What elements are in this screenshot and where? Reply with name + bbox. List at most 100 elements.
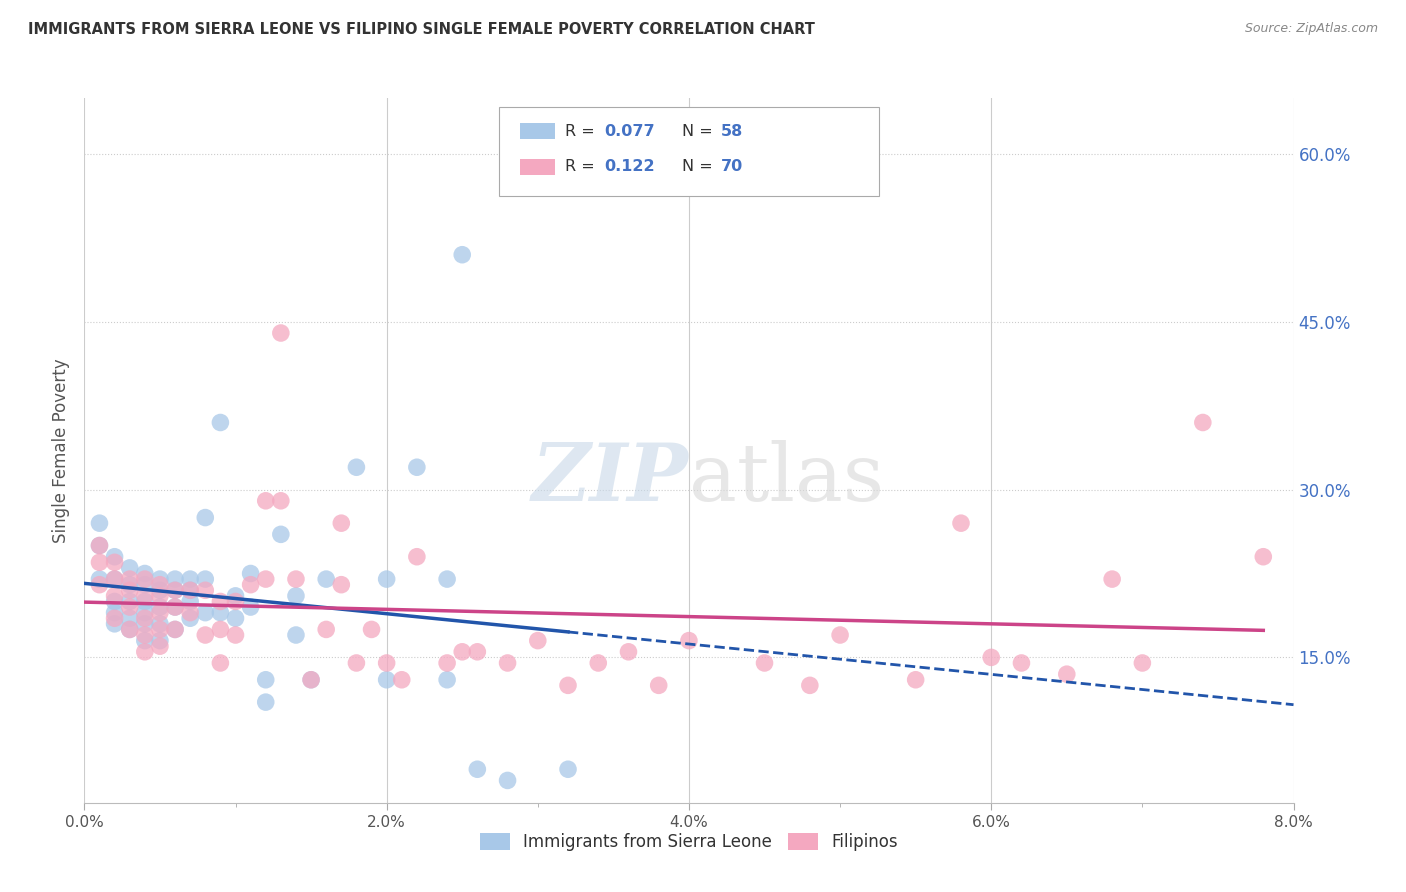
Text: 0.122: 0.122 xyxy=(605,160,655,174)
Point xyxy=(436,572,458,586)
Text: 70: 70 xyxy=(721,160,744,174)
Point xyxy=(118,577,141,591)
Point xyxy=(104,594,127,608)
Point xyxy=(1132,656,1154,670)
Point xyxy=(315,623,337,637)
Point xyxy=(149,616,172,631)
Point xyxy=(588,656,610,670)
Point xyxy=(391,673,413,687)
Point xyxy=(799,678,821,692)
Point xyxy=(648,678,671,692)
Point xyxy=(315,572,337,586)
Point xyxy=(118,600,141,615)
Point xyxy=(179,611,201,625)
Point xyxy=(239,577,262,591)
Point xyxy=(149,639,172,653)
Point xyxy=(451,645,474,659)
Point xyxy=(179,572,201,586)
Point xyxy=(149,572,172,586)
Point xyxy=(1253,549,1275,564)
Point xyxy=(89,539,111,553)
Point xyxy=(134,611,156,625)
Point xyxy=(149,606,172,620)
Point xyxy=(830,628,852,642)
Point xyxy=(254,695,277,709)
Point xyxy=(360,623,382,637)
Point xyxy=(134,594,156,608)
Point xyxy=(904,673,927,687)
Point xyxy=(209,594,232,608)
Point xyxy=(134,616,156,631)
Point xyxy=(375,656,398,670)
Point xyxy=(179,606,201,620)
Point xyxy=(406,460,429,475)
Point xyxy=(617,645,640,659)
Point xyxy=(118,583,141,598)
Point xyxy=(330,516,353,531)
Point xyxy=(527,633,550,648)
Text: atlas: atlas xyxy=(689,440,884,517)
Point xyxy=(89,572,111,586)
Point xyxy=(254,572,277,586)
Point xyxy=(194,510,217,524)
Point xyxy=(179,594,201,608)
Text: ZIP: ZIP xyxy=(531,440,689,517)
Point xyxy=(285,628,308,642)
Text: N =: N = xyxy=(682,124,718,138)
Point xyxy=(299,673,322,687)
Point xyxy=(149,633,172,648)
Text: Source: ZipAtlas.com: Source: ZipAtlas.com xyxy=(1244,22,1378,36)
Point xyxy=(165,623,187,637)
Point xyxy=(104,616,127,631)
Point xyxy=(134,572,156,586)
Point xyxy=(209,623,232,637)
Point xyxy=(375,673,398,687)
Point xyxy=(149,583,172,598)
Point xyxy=(557,678,579,692)
Point xyxy=(89,577,111,591)
Point xyxy=(225,611,247,625)
Point xyxy=(118,623,141,637)
Text: R =: R = xyxy=(565,160,605,174)
Y-axis label: Single Female Poverty: Single Female Poverty xyxy=(52,359,70,542)
Point xyxy=(165,600,187,615)
Point xyxy=(104,572,127,586)
Point xyxy=(104,572,127,586)
Point xyxy=(1192,416,1215,430)
Point xyxy=(149,589,172,603)
Point xyxy=(104,555,127,569)
Point xyxy=(104,611,127,625)
Point xyxy=(254,493,277,508)
Text: 0.077: 0.077 xyxy=(605,124,655,138)
Point xyxy=(254,673,277,687)
Point xyxy=(406,549,429,564)
Text: R =: R = xyxy=(565,124,600,138)
Point xyxy=(165,600,187,615)
Point xyxy=(270,326,292,340)
Point xyxy=(375,572,398,586)
Point xyxy=(104,589,127,603)
Point xyxy=(209,606,232,620)
Point xyxy=(451,248,474,262)
Point xyxy=(149,600,172,615)
Point xyxy=(179,583,201,598)
Point xyxy=(194,572,217,586)
Legend: Immigrants from Sierra Leone, Filipinos: Immigrants from Sierra Leone, Filipinos xyxy=(472,826,905,858)
Point xyxy=(89,555,111,569)
Point xyxy=(118,561,141,575)
Point xyxy=(149,577,172,591)
Point xyxy=(194,583,217,598)
Point xyxy=(678,633,700,648)
Point xyxy=(270,493,292,508)
Point xyxy=(239,566,262,581)
Point xyxy=(134,633,156,648)
Point xyxy=(194,628,217,642)
Point xyxy=(950,516,973,531)
Point xyxy=(1011,656,1033,670)
Point xyxy=(346,656,368,670)
Point xyxy=(118,611,141,625)
Point xyxy=(285,589,308,603)
Point xyxy=(149,623,172,637)
Point xyxy=(134,645,156,659)
Point xyxy=(225,589,247,603)
